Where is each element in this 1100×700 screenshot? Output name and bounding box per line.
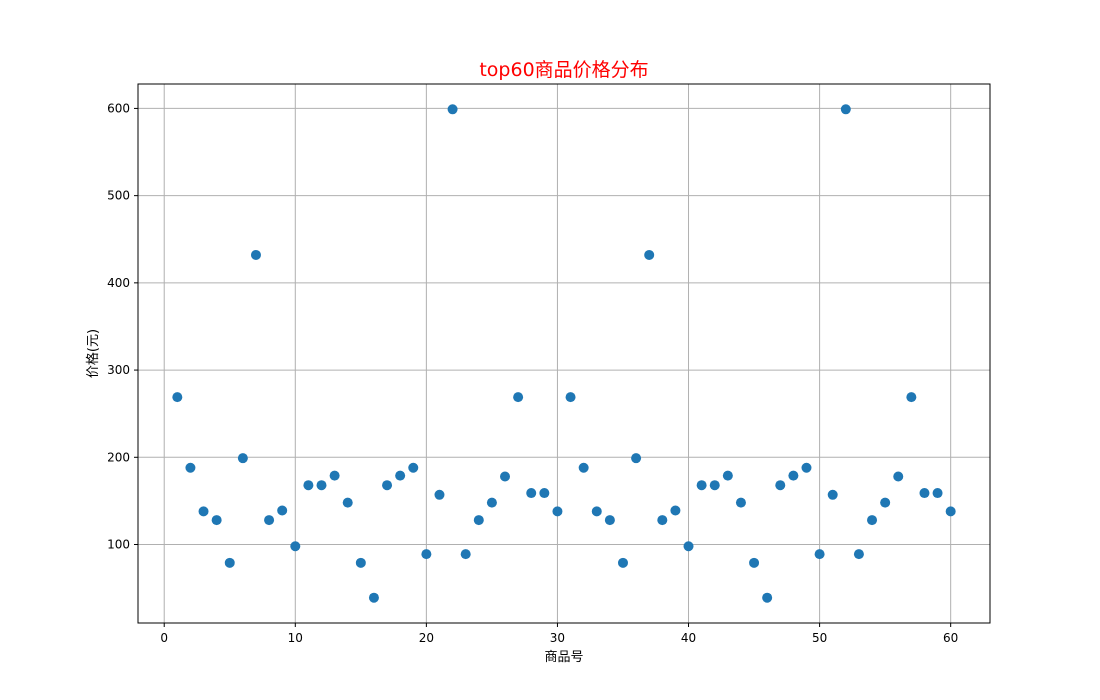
scatter-point <box>277 505 288 516</box>
x-axis-label: 商品号 <box>544 650 583 665</box>
scatter-point <box>893 471 904 482</box>
x-tick-label: 60 <box>943 631 958 645</box>
scatter-point <box>880 497 891 508</box>
x-tick-label: 0 <box>160 631 168 645</box>
scatter-point <box>316 480 327 491</box>
scatter-point <box>565 392 576 403</box>
scatter-point <box>867 515 878 526</box>
scatter-point <box>368 592 379 603</box>
scatter-point <box>932 488 943 499</box>
scatter-point <box>696 480 707 491</box>
scatter-point <box>382 480 393 491</box>
y-axis-label: 价格(元) <box>85 329 101 378</box>
scatter-point <box>840 104 851 115</box>
scatter-point <box>853 549 864 560</box>
x-tick-label: 50 <box>812 631 827 645</box>
x-tick-label: 30 <box>550 631 565 645</box>
scatter-point <box>172 392 183 403</box>
scatter-point <box>264 515 275 526</box>
scatter-point <box>735 497 746 508</box>
scatter-point <box>552 506 563 517</box>
scatter-point <box>919 488 930 499</box>
scatter-point <box>762 592 773 603</box>
x-tick-label: 40 <box>681 631 696 645</box>
plot-frame <box>137 83 991 624</box>
y-tick-label: 500 <box>107 189 130 203</box>
scatter-point <box>683 541 694 552</box>
grid <box>138 84 990 623</box>
scatter-point <box>460 549 471 560</box>
scatter-point <box>250 249 261 260</box>
scatter-point <box>657 515 668 526</box>
scatter-point <box>290 541 301 552</box>
scatter-point <box>644 249 655 260</box>
scatter-point <box>211 515 222 526</box>
scatter-point <box>631 453 642 464</box>
scatter-point <box>814 549 825 560</box>
scatter-point <box>749 557 760 568</box>
y-tick-label: 200 <box>107 450 130 464</box>
x-tick-label: 10 <box>288 631 303 645</box>
scatter-point <box>342 497 353 508</box>
scatter-point <box>500 471 511 482</box>
scatter-point <box>827 489 838 500</box>
scatter-point <box>539 488 550 499</box>
scatter-point <box>801 462 812 473</box>
scatter-point <box>473 515 484 526</box>
axis-ticks: 0 10 20 30 40 50 60 100 200 300 400 500 600 <box>107 101 958 645</box>
scatter-point <box>945 506 956 517</box>
y-tick-label: 600 <box>107 101 130 115</box>
scatter-point <box>303 480 314 491</box>
y-tick-label: 300 <box>107 363 130 377</box>
y-tick-label: 100 <box>107 538 130 552</box>
scatter-point <box>224 557 235 568</box>
scatter-point <box>329 470 340 481</box>
scatter-point <box>709 480 720 491</box>
scatter-point <box>513 392 524 403</box>
x-tick-label: 20 <box>419 631 434 645</box>
scatter-point <box>526 488 537 499</box>
scatter-point <box>722 470 733 481</box>
scatter-point <box>408 462 419 473</box>
scatter-point <box>237 453 248 464</box>
scatter-point <box>591 506 602 517</box>
scatter-point <box>198 506 209 517</box>
scatter-point <box>355 557 366 568</box>
scatter-point <box>670 505 681 516</box>
chart-title: top60商品价格分布 <box>479 59 648 81</box>
scatter-point <box>447 104 458 115</box>
scatter-point <box>906 392 917 403</box>
scatter-point <box>434 489 445 500</box>
scatter-point <box>185 462 196 473</box>
scatter-point <box>486 497 497 508</box>
scatter-point <box>604 515 615 526</box>
scatter-point <box>578 462 589 473</box>
scatter-point <box>421 549 432 560</box>
scatter-point <box>788 470 799 481</box>
y-tick-label: 400 <box>107 276 130 290</box>
data-points <box>172 104 956 603</box>
scatter-point <box>395 470 406 481</box>
scatter-point <box>775 480 786 491</box>
scatter-point <box>617 557 628 568</box>
